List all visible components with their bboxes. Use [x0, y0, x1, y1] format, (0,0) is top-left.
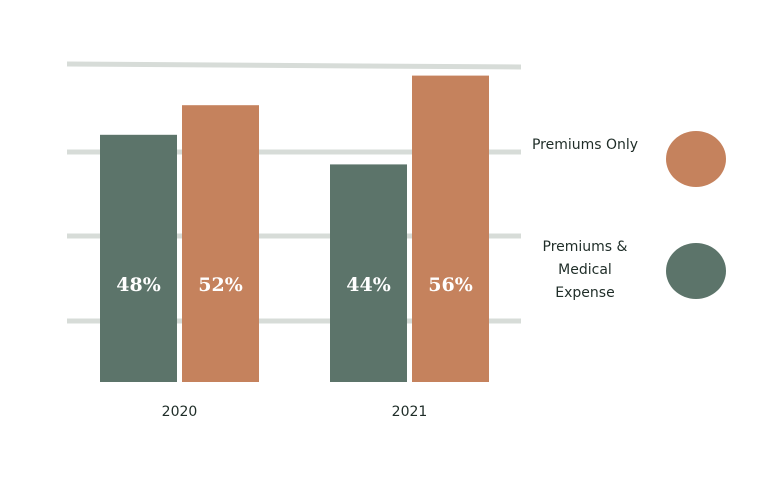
gridline	[66, 61, 522, 70]
data-label: 48%	[116, 274, 161, 296]
data-label: 56%	[428, 274, 473, 296]
data-label: 52%	[198, 274, 243, 296]
bar-2020-1	[182, 105, 259, 382]
legend-label-premiums-medical: Premiums & Medical Expense	[542, 239, 628, 301]
bar-2021-0	[330, 164, 407, 382]
x-tick-label: 2020	[162, 404, 198, 420]
legend-swatch-premiums-medical	[666, 243, 726, 299]
data-label: 44%	[346, 274, 391, 296]
bar-2021-1	[412, 75, 489, 382]
x-tick-label: 2021	[392, 404, 428, 420]
legend-label-premiums-only: Premiums Only	[531, 137, 639, 153]
bar-2020-0	[100, 134, 177, 382]
legend-swatch-premiums-only	[666, 131, 726, 187]
